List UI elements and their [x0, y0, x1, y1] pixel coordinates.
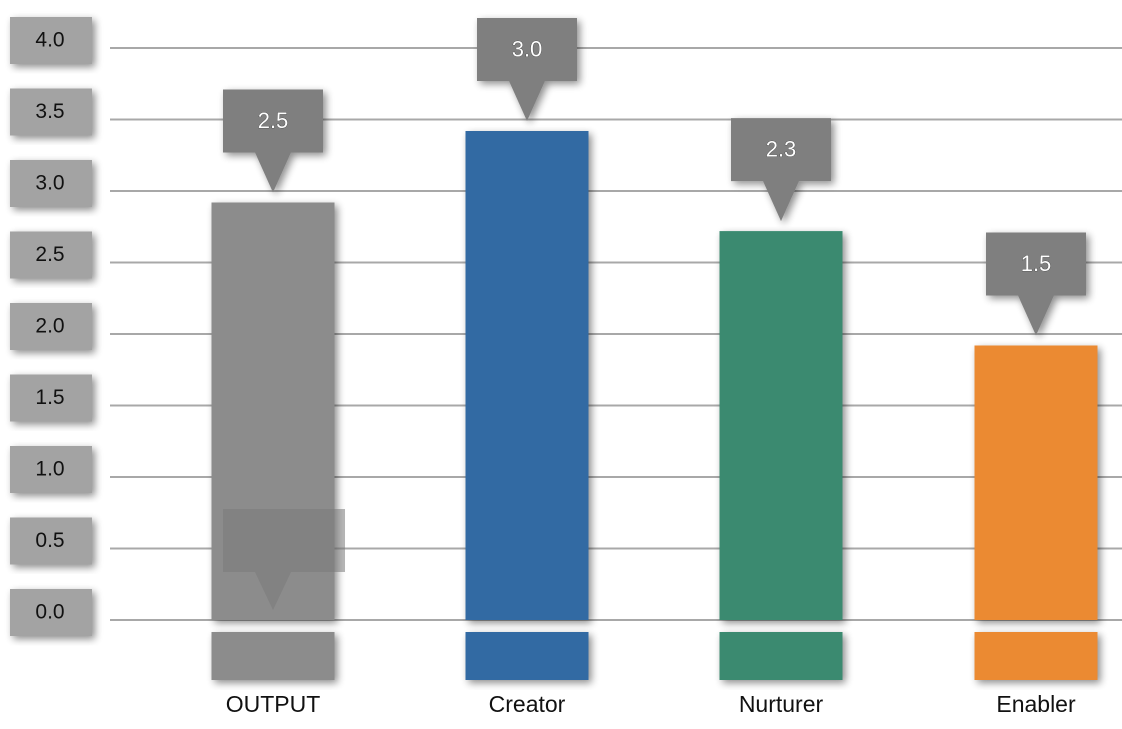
data-label-callouts: 2.5 3.0 2.3 1.5 — [223, 18, 1086, 610]
y-tick: 3.0 — [10, 160, 92, 207]
y-tick-label: 0.5 — [35, 529, 64, 552]
x-axis-labels: OUTPUT Creator Nurturer Enabler — [226, 691, 1076, 717]
callout-box — [477, 18, 577, 121]
y-tick-label: 3.5 — [35, 100, 64, 123]
bar — [719, 231, 843, 620]
y-tick-box — [10, 88, 92, 136]
category-label: Nurturer — [739, 691, 824, 717]
y-tick-box — [10, 303, 92, 350]
y-tick-box — [10, 446, 92, 493]
y-tick-label: 1.5 — [35, 386, 64, 409]
data-label: 1.5 — [1021, 251, 1052, 276]
data-label: 3.0 — [512, 36, 543, 61]
y-tick: 0.5 — [10, 517, 92, 565]
category-label: Creator — [489, 691, 566, 717]
callout-box — [731, 118, 831, 222]
bar-base — [974, 632, 1098, 680]
bar-base — [719, 632, 843, 680]
y-tick-box — [10, 160, 92, 207]
y-tick-box — [10, 374, 92, 422]
bar — [465, 131, 589, 620]
y-tick: 2.0 — [10, 303, 92, 350]
y-tick: 0.0 — [10, 589, 92, 636]
y-tick-label: 2.0 — [35, 315, 64, 338]
y-tick-box — [10, 517, 92, 565]
y-tick-box — [10, 589, 92, 636]
data-label-callout: 2.5 — [223, 89, 323, 193]
y-tick-label: 4.0 — [35, 29, 64, 52]
y-tick-label: 1.0 — [35, 458, 64, 481]
y-tick-box — [10, 231, 92, 279]
category-label: Enabler — [996, 691, 1076, 717]
y-tick: 3.5 — [10, 88, 92, 136]
bar — [974, 345, 1098, 620]
category-label: OUTPUT — [226, 691, 321, 717]
callout-box — [223, 89, 323, 193]
y-tick: 2.5 — [10, 231, 92, 279]
y-tick-label: 2.5 — [35, 243, 64, 266]
y-tick: 4.0 — [10, 17, 92, 64]
y-tick-label: 0.0 — [35, 601, 64, 624]
bar-base — [465, 632, 589, 680]
bar-base — [211, 632, 335, 680]
y-tick-box — [10, 17, 92, 64]
data-label-callout: 2.3 — [731, 118, 831, 222]
callout-box — [986, 232, 1086, 336]
data-label-callout: 3.0 — [477, 18, 577, 121]
data-label-callout: 1.5 — [986, 232, 1086, 336]
ghost-callout-shape — [223, 509, 345, 610]
ghost-callout — [223, 509, 345, 610]
data-label: 2.3 — [766, 136, 797, 161]
y-axis-ticks: 0.0 0.5 1.0 1.5 2.0 2.5 3.0 3.5 4.0 — [10, 17, 92, 636]
y-tick: 1.5 — [10, 374, 92, 422]
y-tick-label: 3.0 — [35, 172, 64, 195]
data-label: 2.5 — [258, 108, 289, 133]
y-tick: 1.0 — [10, 446, 92, 493]
